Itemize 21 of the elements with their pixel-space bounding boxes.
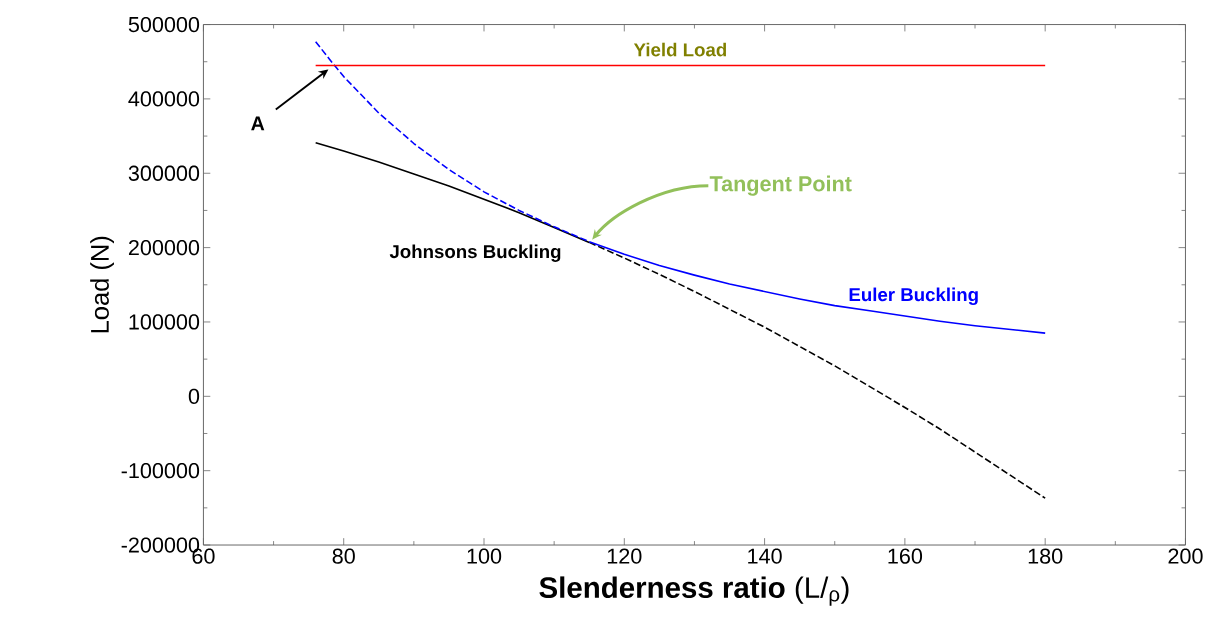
x-tick-label: 120 [607, 548, 642, 564]
x-tick-label: 80 [332, 548, 355, 564]
x-axis-title: Slenderness ratio (L/$_{ρ}$) [539, 576, 849, 606]
x-tick-label: 140 [748, 548, 782, 564]
y-tick-label: 100000 [129, 314, 200, 330]
series-label: Euler Buckling [849, 287, 978, 305]
series-label: Yield Load [633, 42, 727, 57]
y-tick-label: 400000 [128, 91, 200, 107]
series-label: Johnsons Buckling [389, 244, 561, 262]
x-tick-label: 180 [1028, 548, 1063, 564]
x-tick-label: 160 [888, 548, 923, 564]
y-tick-label: 0 [188, 388, 200, 404]
y-axis-title: Load (N) [90, 236, 114, 333]
y-tick-label: 500000 [128, 16, 200, 33]
x-tick-label: 200 [1168, 548, 1203, 564]
x-tick-label: 100 [467, 548, 502, 564]
y-tick-label: 200000 [128, 239, 200, 256]
y-tick-label: -100000 [121, 462, 200, 479]
y-tick-label: 300000 [128, 165, 200, 181]
annotation: A [251, 116, 265, 131]
annotation: Tangent Point [709, 175, 852, 196]
